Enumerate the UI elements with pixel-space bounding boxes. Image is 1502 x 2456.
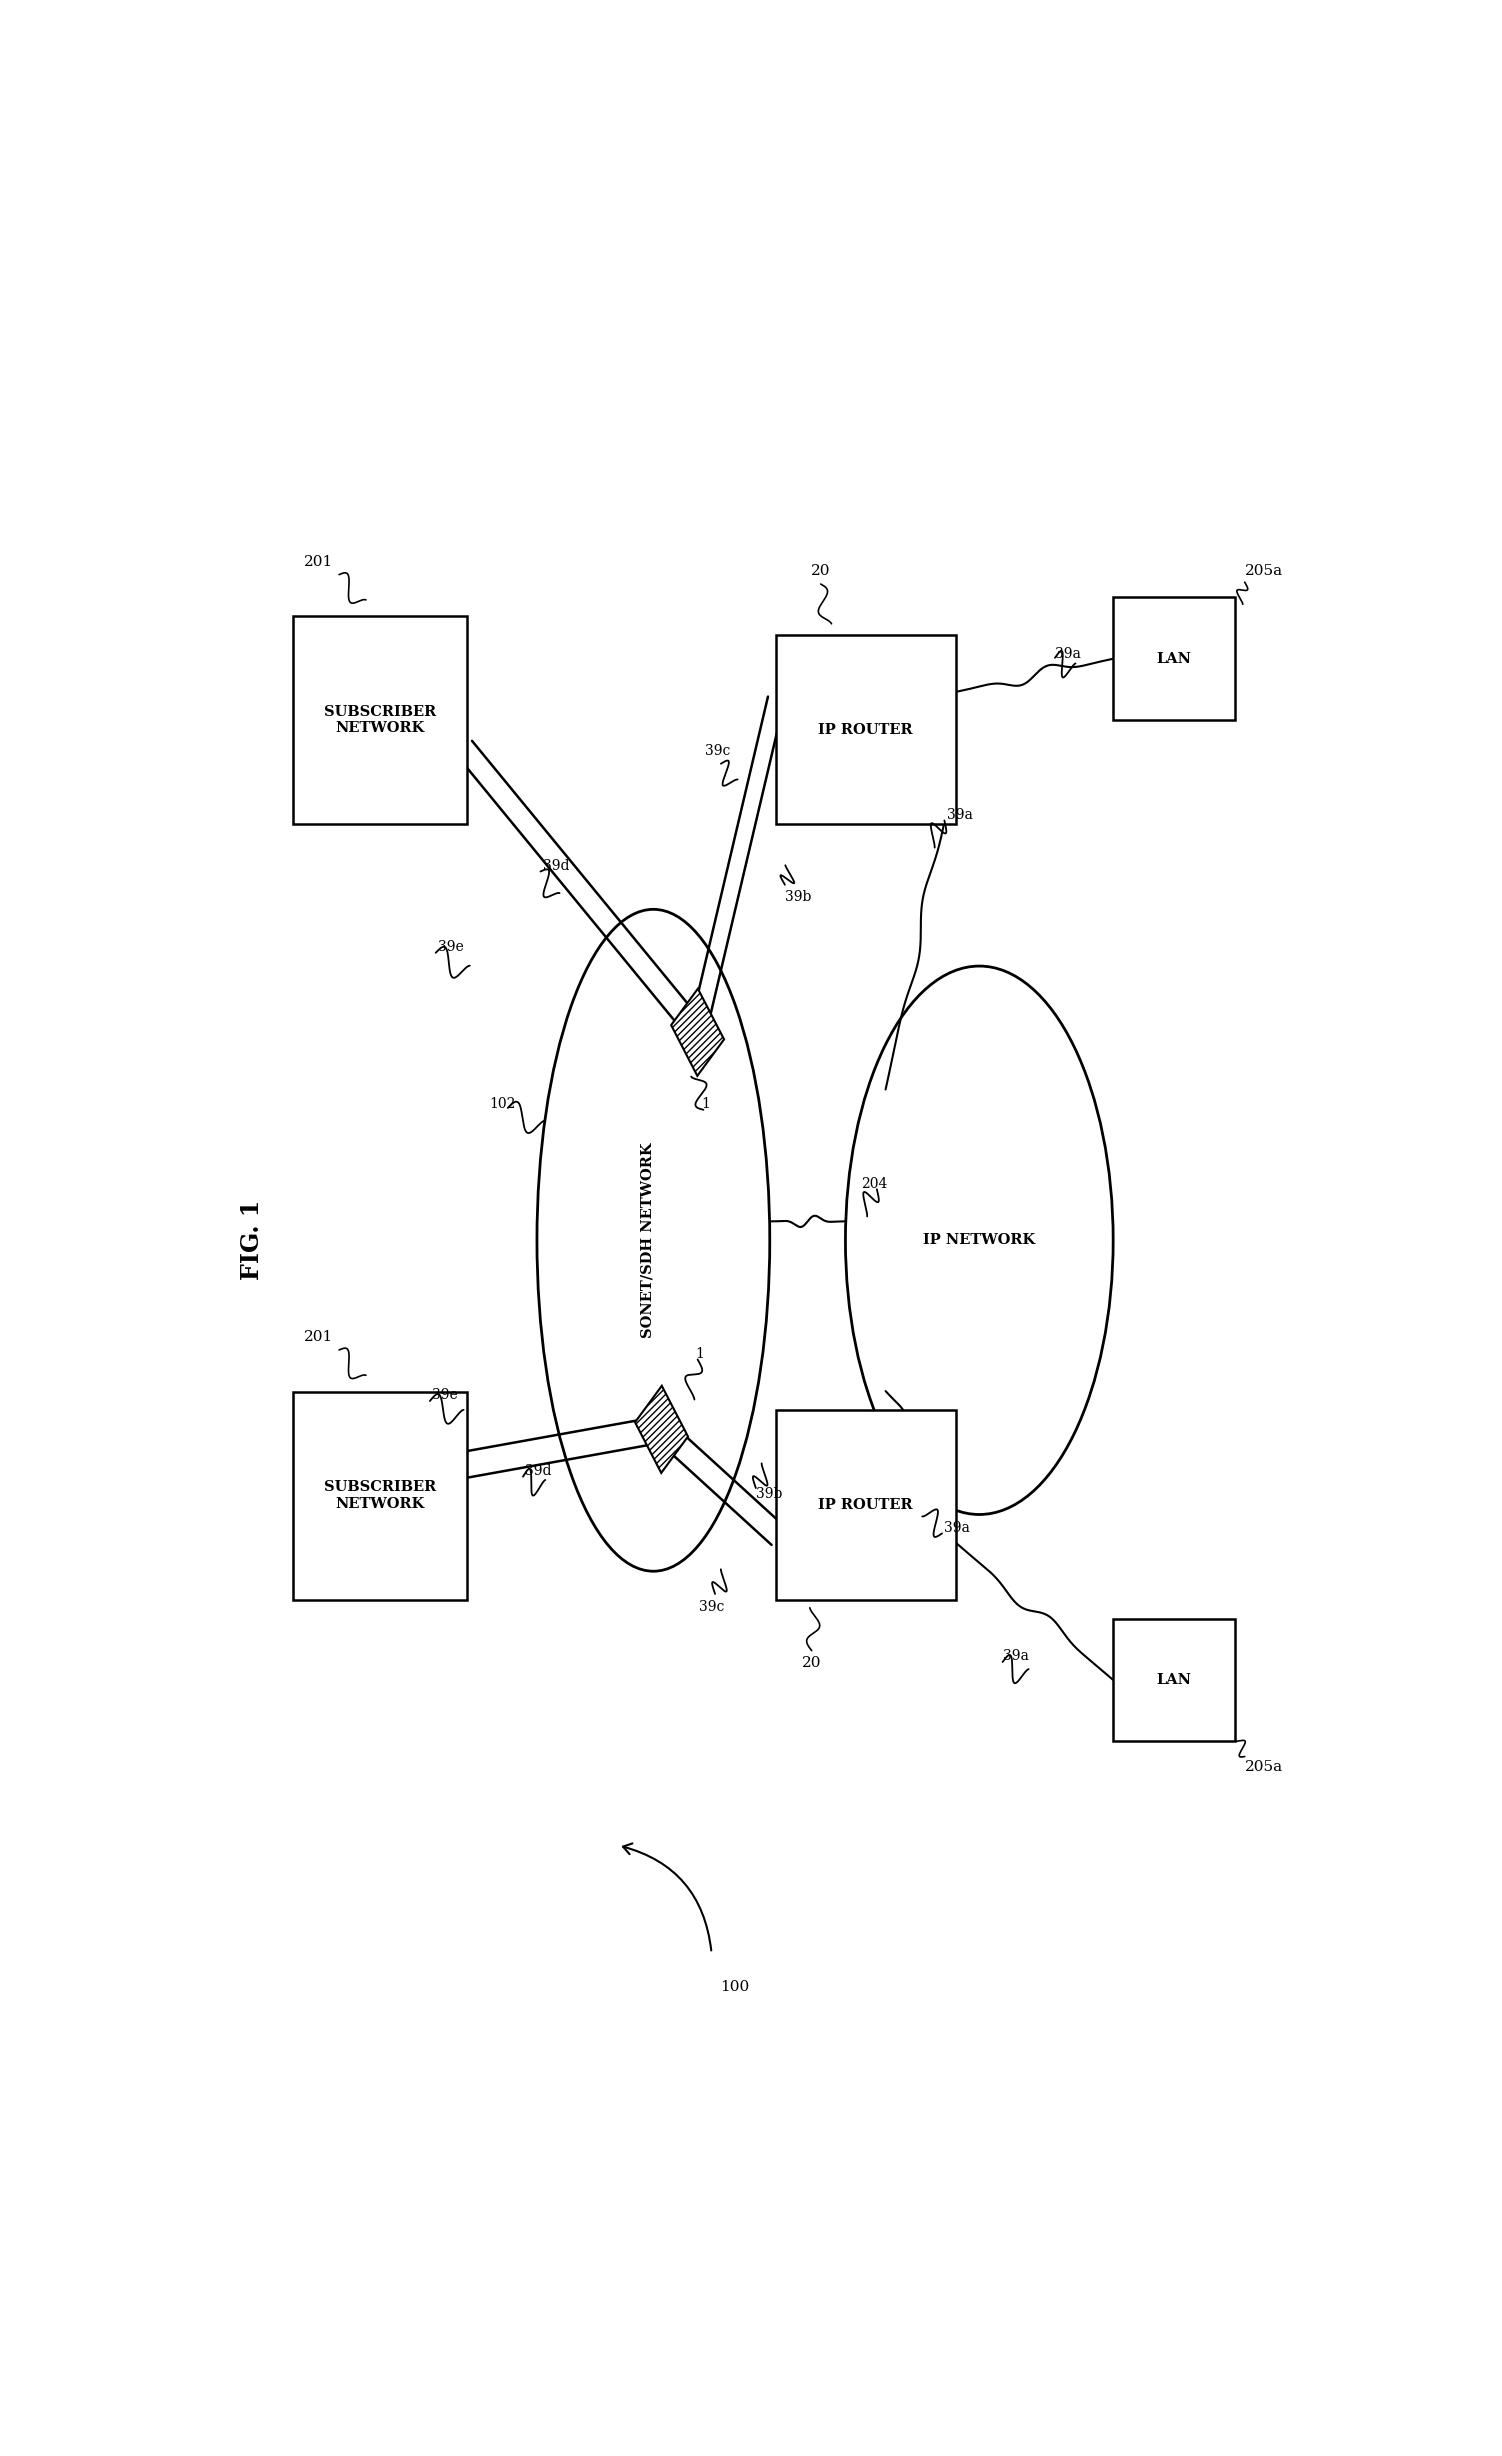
Text: 39a: 39a (1003, 1650, 1029, 1663)
Text: 1: 1 (695, 1346, 704, 1361)
Text: 205a: 205a (1245, 1761, 1283, 1773)
Text: 201: 201 (303, 555, 333, 570)
Text: 39b: 39b (786, 892, 811, 904)
Text: FIG. 1: FIG. 1 (240, 1201, 264, 1280)
Bar (293, 616, 467, 825)
Text: 39c: 39c (704, 744, 730, 759)
Bar (1113, 1619, 1235, 1741)
Ellipse shape (538, 909, 771, 1572)
Bar (1113, 597, 1235, 720)
Text: 205a: 205a (1245, 565, 1283, 577)
Text: 39a: 39a (1054, 646, 1081, 661)
Bar (293, 1393, 467, 1599)
Text: 39c: 39c (698, 1599, 724, 1614)
Text: 20: 20 (811, 565, 831, 577)
Text: 39e: 39e (439, 941, 464, 955)
Text: 39d: 39d (526, 1464, 551, 1479)
Text: IP ROUTER: IP ROUTER (819, 722, 913, 737)
Text: 1: 1 (701, 1098, 710, 1110)
Ellipse shape (846, 965, 1113, 1515)
Bar (635, 1385, 688, 1474)
Text: 204: 204 (861, 1176, 888, 1191)
Text: 39d: 39d (542, 860, 569, 872)
Bar (775, 636, 957, 825)
Text: SUBSCRIBER
NETWORK: SUBSCRIBER NETWORK (324, 1481, 436, 1510)
Text: IP ROUTER: IP ROUTER (819, 1498, 913, 1513)
Text: 201: 201 (303, 1331, 333, 1343)
Text: LAN: LAN (1157, 1673, 1191, 1687)
Text: 102: 102 (488, 1098, 515, 1110)
Text: SUBSCRIBER
NETWORK: SUBSCRIBER NETWORK (324, 705, 436, 734)
Text: 20: 20 (802, 1655, 822, 1670)
Bar (775, 1410, 957, 1599)
Bar (671, 990, 724, 1076)
Text: LAN: LAN (1157, 651, 1191, 666)
Text: 39e: 39e (433, 1388, 458, 1402)
Text: 39a: 39a (946, 808, 973, 823)
Text: 100: 100 (721, 1980, 749, 1994)
Text: SONET/SDH NETWORK: SONET/SDH NETWORK (640, 1142, 655, 1339)
Text: 39b: 39b (756, 1486, 783, 1501)
Text: IP NETWORK: IP NETWORK (924, 1233, 1035, 1248)
Text: 39a: 39a (945, 1520, 970, 1535)
